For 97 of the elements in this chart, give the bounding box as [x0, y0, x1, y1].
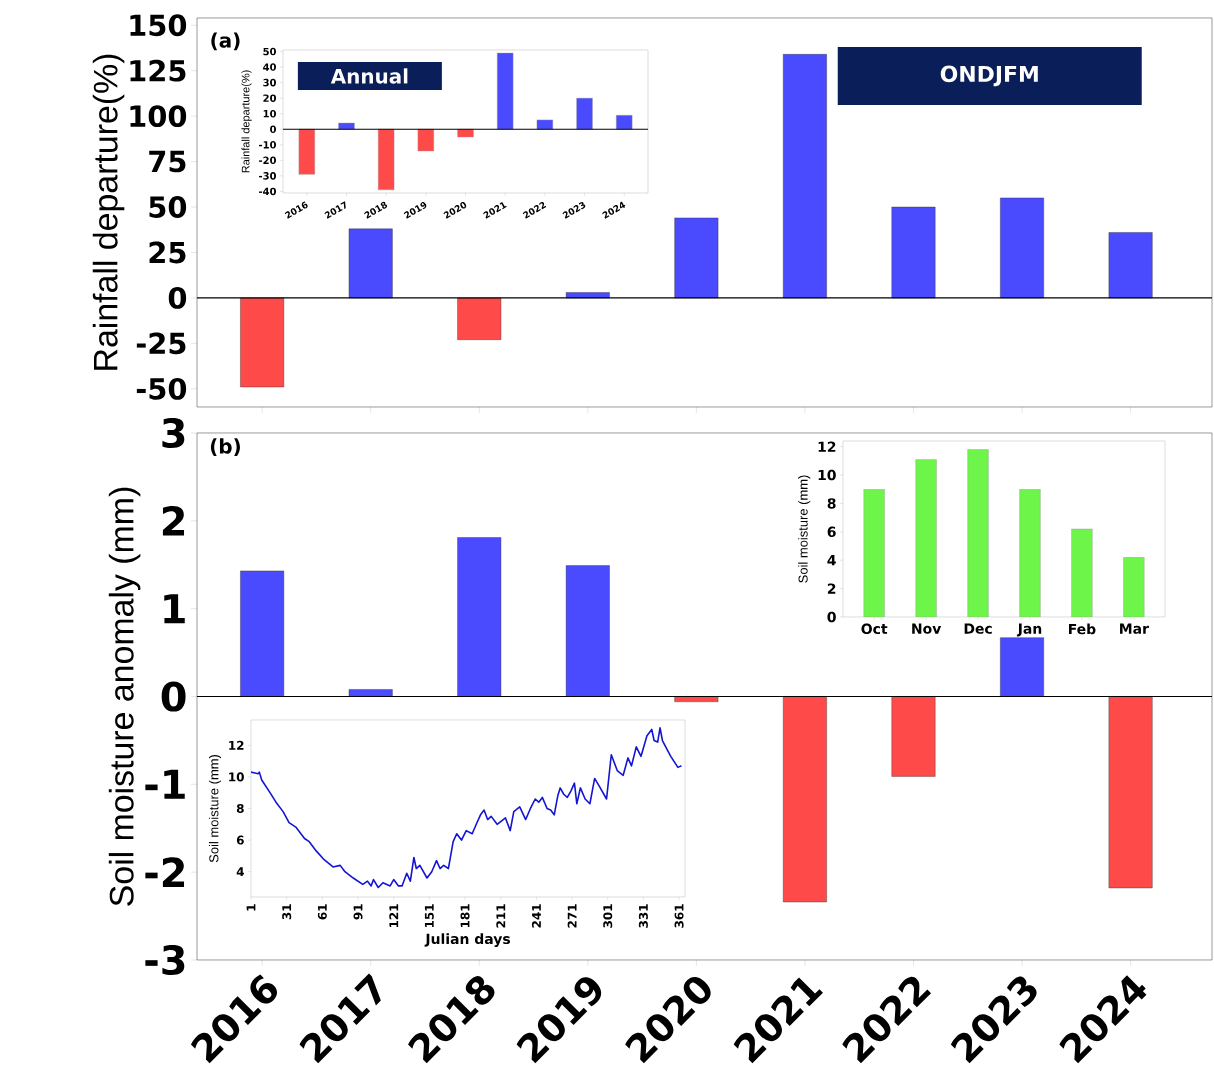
x-tick-label: Nov: [912, 623, 942, 634]
x-tick-label: Mar: [1120, 623, 1149, 634]
y-tick-label: 3: [162, 417, 185, 448]
x-tick-label: 91: [353, 904, 363, 920]
bar: [1000, 197, 1044, 298]
x-tick-label: 211: [496, 904, 506, 928]
y-tick-label: 50: [263, 47, 277, 56]
bar: [565, 565, 610, 697]
y-axis-title: Soil moisture (mm): [798, 475, 811, 583]
y-axis-title: Rainfall departure(%): [92, 54, 125, 370]
y-axis-title: Soil moisture anomaly (mm): [108, 487, 141, 906]
x-tick-label: Dec: [964, 623, 992, 634]
y-tick-label: 50: [149, 195, 187, 218]
annotation: ONDJFM: [940, 65, 1038, 87]
y-tick-label: 2: [162, 505, 185, 536]
bar: [616, 114, 633, 130]
bar: [1108, 696, 1153, 888]
x-tick-label: 121: [389, 904, 399, 927]
y-tick-label: 10: [818, 469, 836, 481]
x-tick-label: 361: [674, 904, 684, 928]
y-tick-label: 2: [827, 583, 836, 594]
bar: [967, 449, 989, 617]
bar: [348, 689, 393, 697]
bar: [457, 537, 502, 697]
line-series: [251, 726, 683, 889]
y-tick-label: 10: [229, 772, 244, 782]
bar: [1071, 528, 1093, 617]
bar: [348, 228, 393, 298]
x-tick-label: 61: [317, 904, 327, 920]
bar: [298, 128, 315, 175]
bar: [457, 297, 502, 340]
y-axis-title: Soil moisture (mm): [208, 754, 222, 863]
x-tick-label: Oct: [861, 623, 888, 634]
x-tick-label: 241: [531, 904, 541, 928]
y-tick-label: 0: [827, 611, 836, 623]
y-tick-label: 12: [229, 740, 244, 750]
y-tick-label: 6: [827, 526, 836, 537]
y-tick-label: 30: [263, 78, 277, 87]
bar: [497, 52, 514, 130]
y-axis-title: Rainfall departure(%): [241, 70, 252, 173]
bar: [1000, 637, 1044, 697]
bar: [674, 217, 719, 298]
y-tick-label: -2: [145, 857, 185, 887]
y-tick-label: 0: [168, 286, 187, 309]
y-tick-label: 0: [270, 125, 277, 133]
y-tick-label: 4: [236, 867, 244, 876]
bar: [536, 119, 553, 130]
bar: [783, 53, 827, 298]
x-tick-label: 151: [424, 904, 434, 927]
bar: [783, 696, 827, 903]
x-axis-title: Julian days: [424, 933, 510, 947]
x-tick-label: 271: [567, 904, 577, 928]
x-tick-label: 1: [246, 904, 256, 911]
y-tick-label: 150: [130, 14, 187, 36]
bar: [1123, 556, 1145, 617]
x-tick-label: 31: [282, 904, 292, 920]
y-tick-label: -20: [259, 156, 277, 164]
y-tick-label: 25: [149, 241, 186, 264]
bar: [338, 122, 355, 130]
y-tick-label: 8: [827, 497, 836, 509]
x-tick-label: 301: [603, 904, 613, 928]
y-tick-label: 100: [130, 105, 187, 127]
y-tick-label: -30: [259, 171, 277, 180]
x-tick-label: Feb: [1069, 623, 1096, 635]
y-tick-label: -10: [259, 140, 277, 149]
annotation: (a): [211, 32, 240, 50]
bar: [863, 488, 885, 617]
bar: [576, 97, 593, 130]
y-tick-label: -1: [145, 769, 185, 799]
y-tick-label: -50: [136, 377, 187, 400]
bar: [915, 459, 937, 617]
bar: [240, 570, 285, 697]
y-tick-label: 125: [130, 59, 186, 82]
bar: [240, 297, 285, 387]
y-tick-label: 75: [149, 150, 186, 173]
y-tick-label: 8: [236, 803, 244, 813]
annotation: Annual: [330, 68, 408, 84]
y-tick-label: -3: [145, 944, 185, 975]
y-tick-label: 20: [263, 94, 277, 102]
bar: [1108, 232, 1153, 298]
bar: [1019, 488, 1041, 617]
bar: [891, 696, 936, 777]
y-tick-label: 12: [818, 441, 836, 452]
annotation: (b): [210, 438, 240, 456]
y-tick-label: -25: [136, 332, 186, 355]
y-tick-label: 6: [236, 835, 244, 845]
bar: [378, 128, 395, 190]
y-tick-label: 40: [263, 63, 277, 71]
x-tick-label: 331: [638, 904, 648, 928]
y-tick-label: -40: [259, 187, 277, 195]
bar: [417, 128, 434, 151]
x-tick-label: 181: [460, 904, 470, 927]
y-tick-label: 10: [263, 109, 277, 118]
y-tick-label: 4: [827, 554, 836, 566]
x-tick-label: Jan: [1016, 623, 1042, 637]
bar: [891, 206, 936, 298]
y-tick-label: 0: [161, 681, 186, 712]
